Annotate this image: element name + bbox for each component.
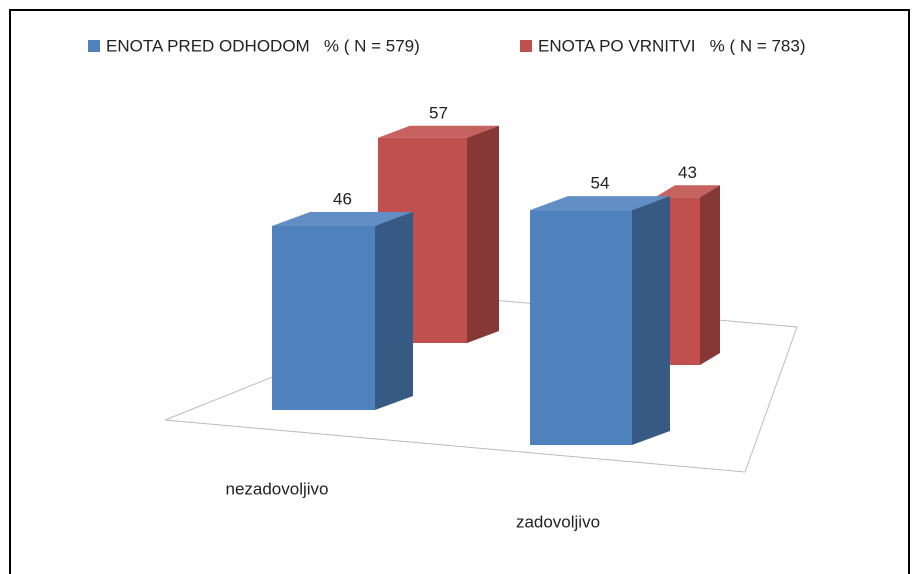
data-label: 54 bbox=[591, 174, 610, 193]
legend-label: ENOTA PO VRNITVI % ( N = 783) bbox=[538, 36, 806, 55]
legend-swatch bbox=[520, 40, 532, 52]
bar-top bbox=[655, 185, 720, 198]
data-label: 57 bbox=[429, 103, 448, 122]
bar-front bbox=[530, 210, 632, 445]
bar-side bbox=[467, 125, 499, 343]
bar-side bbox=[700, 185, 720, 365]
data-label: 46 bbox=[333, 189, 352, 208]
x-tick-label: nezadovoljivo bbox=[225, 479, 328, 498]
bar-side bbox=[375, 212, 413, 410]
legend-swatch bbox=[88, 40, 100, 52]
bar-top bbox=[378, 125, 499, 138]
bar-front bbox=[272, 226, 375, 410]
legend-label: ENOTA PRED ODHODOM % ( N = 579) bbox=[106, 36, 420, 55]
bar-top bbox=[530, 196, 670, 211]
bar-side bbox=[632, 196, 670, 445]
data-label: 43 bbox=[678, 163, 697, 182]
x-tick-label: zadovoljivo bbox=[516, 512, 600, 531]
bar-top bbox=[272, 212, 413, 226]
